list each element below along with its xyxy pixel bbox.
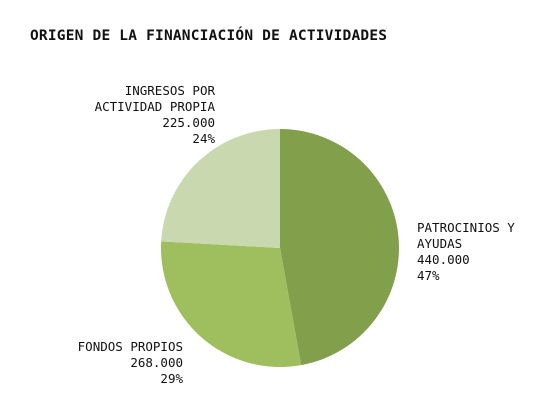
slice-name-line: AYUDAS [417, 236, 463, 251]
slice-value: 225.000 [162, 115, 215, 130]
slice-label-ingresos: INGRESOS POR ACTIVIDAD PROPIA 225.000 24… [95, 83, 215, 147]
slice-label-patrocinios: PATROCINIOS Y AYUDAS 440.000 47% [417, 220, 515, 284]
slice-label-fondos: FONDOS PROPIOS 268.000 29% [78, 339, 183, 387]
slice-percent: 29% [160, 371, 183, 386]
slice-percent: 24% [192, 131, 215, 146]
slice-value: 268.000 [130, 355, 183, 370]
slice-name-line: PATROCINIOS Y [417, 220, 515, 235]
slice-name-line: ACTIVIDAD PROPIA [94, 99, 215, 114]
slice-name-line: INGRESOS POR [124, 83, 215, 98]
pie-slice-patrocinios [280, 129, 399, 366]
pie-slice-fondos-propios [160, 241, 302, 368]
chart-title: ORIGEN DE LA FINANCIACIÓN DE ACTIVIDADES [30, 28, 388, 44]
pie-slice-ingresos [161, 129, 280, 248]
slice-percent: 47% [417, 268, 440, 283]
slice-value: 440.000 [417, 252, 470, 267]
slice-name-line: FONDOS PROPIOS [77, 339, 183, 354]
